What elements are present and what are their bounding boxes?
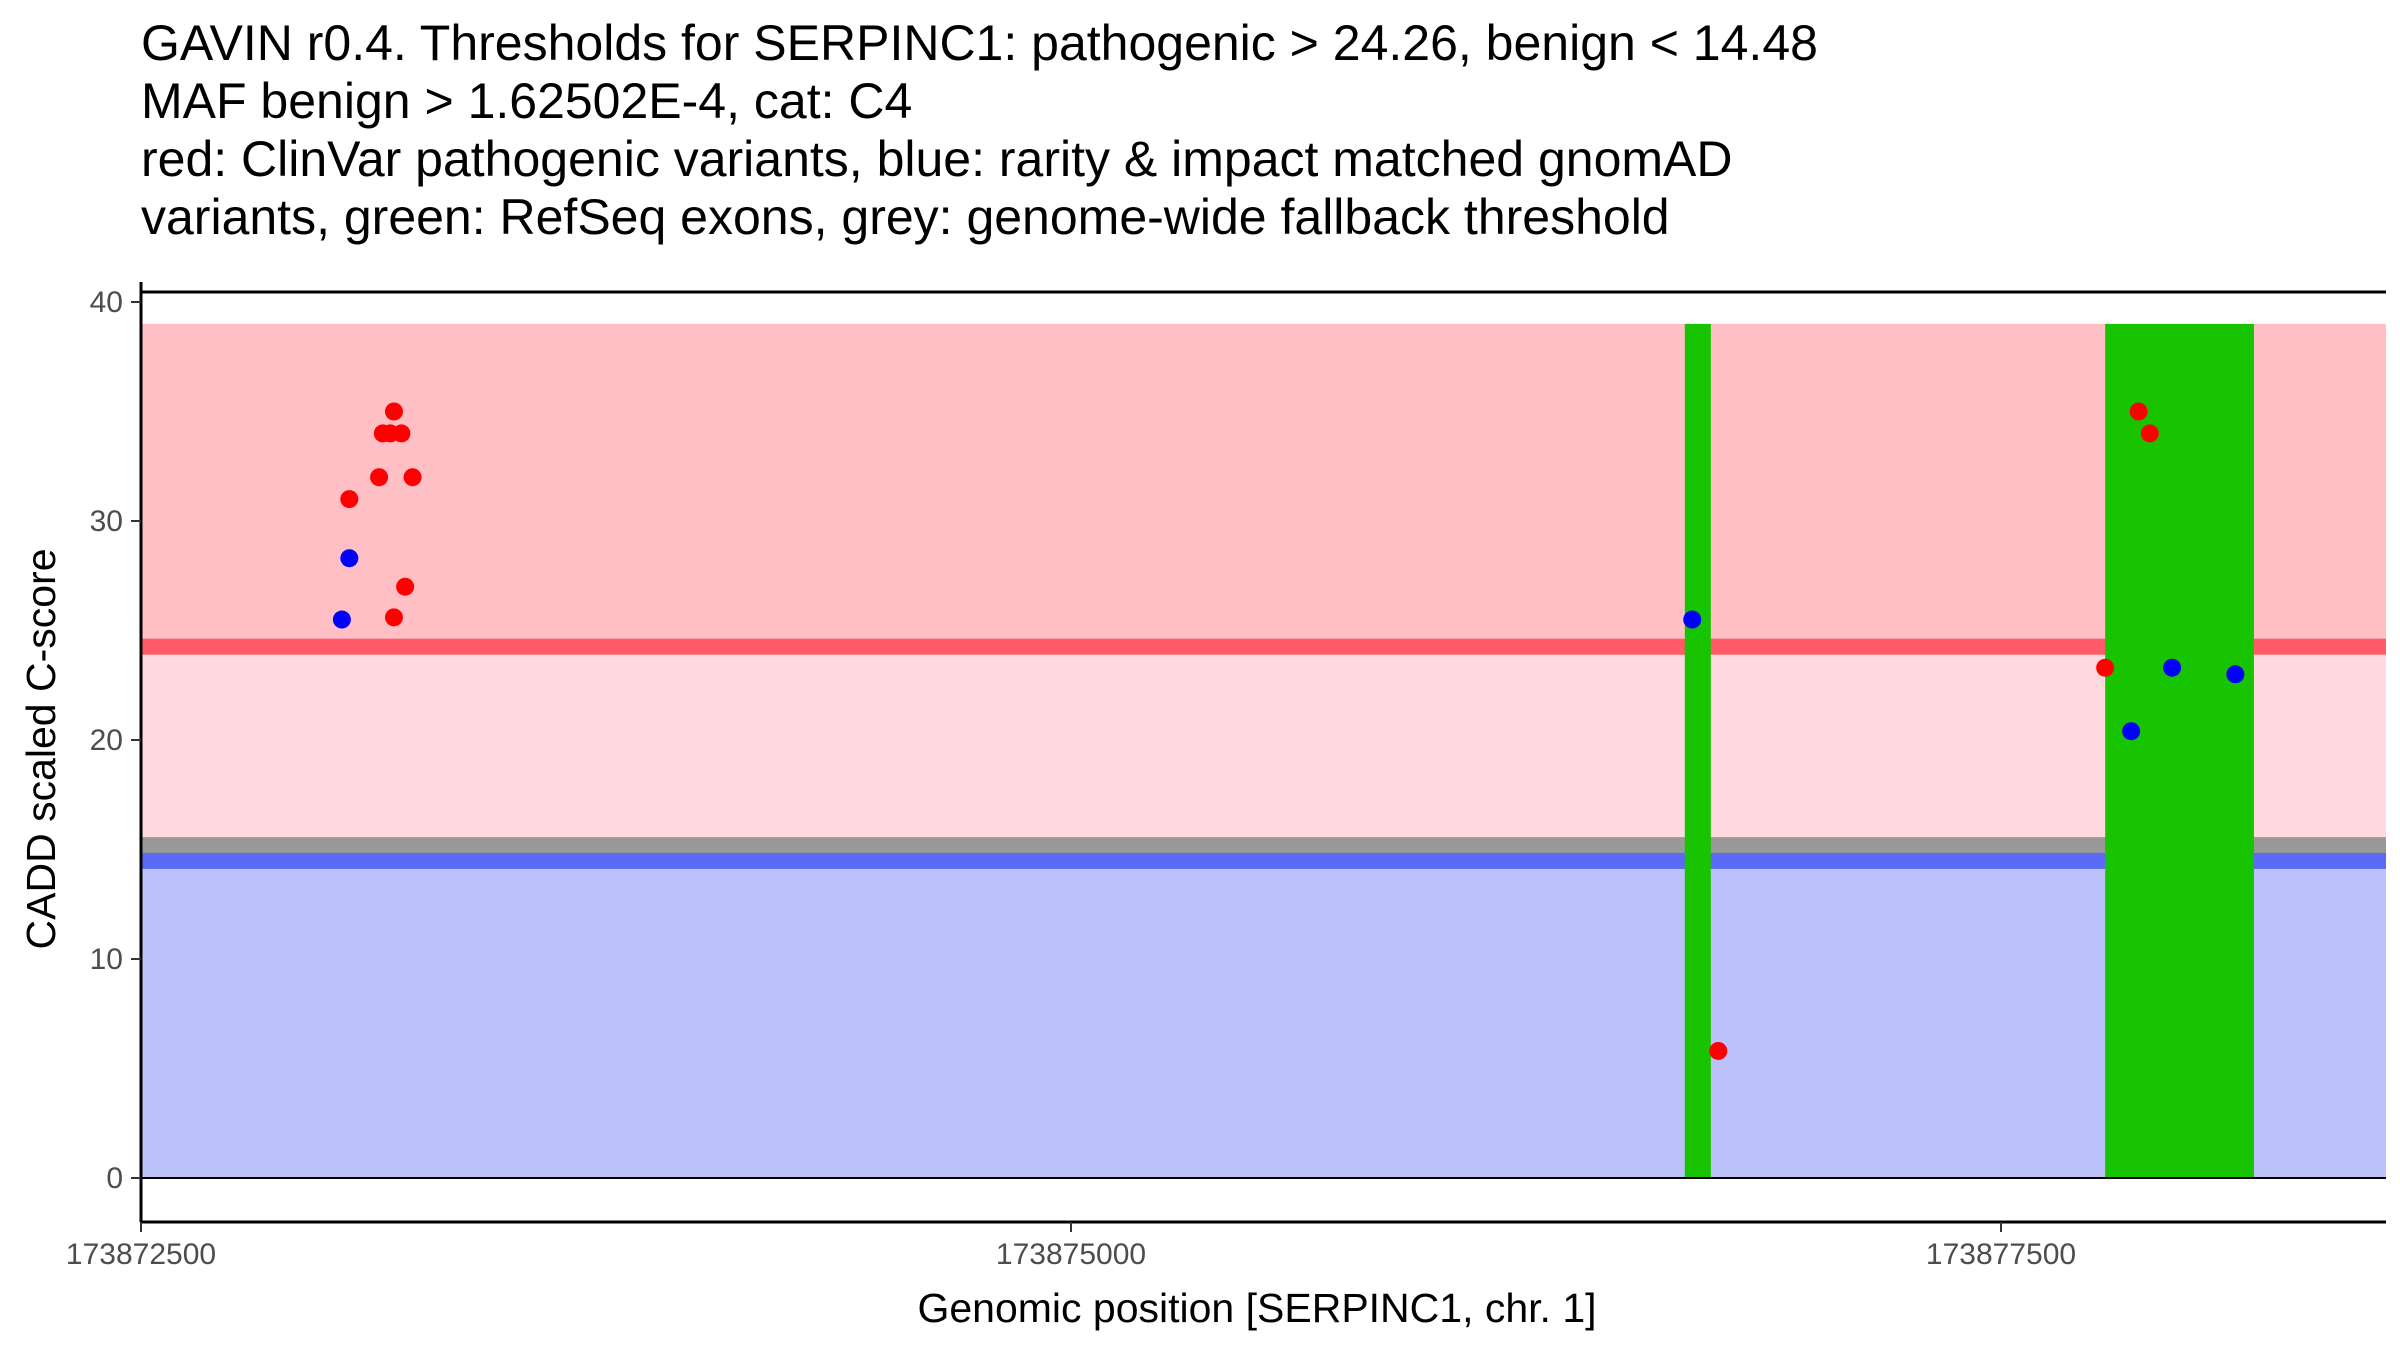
data-point-1-5 (2226, 665, 2245, 684)
data-point-0-4 (384, 402, 403, 421)
axes: 0102030401738725001738750001738775001738… (66, 282, 2386, 1271)
y-tick-label-2: 20 (90, 724, 123, 757)
x-tick-label-0: 173872500 (66, 1238, 216, 1271)
exon-band-1 (2105, 323, 2254, 1178)
region-band-1 (141, 646, 2386, 861)
data-point-0-9 (1709, 1041, 1728, 1060)
exon-band-0 (1684, 323, 1711, 1178)
data-point-1-3 (2122, 722, 2141, 741)
region-band-0 (141, 323, 2386, 647)
threshold-line-0 (141, 638, 2386, 655)
data-point-0-11 (2129, 402, 2148, 421)
threshold-line-2 (141, 852, 2386, 869)
data-point-0-5 (392, 424, 411, 443)
data-point-0-10 (2096, 658, 2115, 677)
data-point-0-1 (370, 468, 389, 487)
y-axis-title: CADD scaled C-score (18, 549, 64, 950)
x-axis-title: Genomic position [SERPINC1, chr. 1] (917, 1285, 1596, 1331)
data-point-0-8 (384, 608, 403, 627)
x-tick-label-2: 173877500 (1926, 1238, 2076, 1271)
data-point-1-1 (332, 610, 351, 629)
y-tick-label-3: 30 (90, 505, 123, 538)
y-tick-label-0: 0 (106, 1162, 123, 1195)
y-tick-label-4: 40 (90, 286, 123, 319)
data-point-0-12 (2140, 424, 2159, 443)
data-point-1-0 (340, 549, 359, 568)
threshold-line-1 (141, 837, 2386, 854)
region-band-2 (141, 860, 2386, 1178)
data-point-0-7 (396, 577, 415, 596)
data-point-1-2 (1683, 610, 1702, 629)
title-line-4: variants, green: RefSeq exons, grey: gen… (141, 189, 1670, 245)
data-point-1-4 (2163, 658, 2182, 677)
data-point-0-0 (340, 490, 359, 509)
chart-title: GAVIN r0.4. Thresholds for SERPINC1: pat… (141, 15, 1818, 245)
data-point-0-6 (403, 468, 422, 487)
y-tick-label-1: 10 (90, 943, 123, 976)
plot-area (141, 323, 2386, 1178)
title-line-3: red: ClinVar pathogenic variants, blue: … (141, 131, 1732, 187)
title-line-2: MAF benign > 1.62502E-4, cat: C4 (141, 73, 912, 129)
title-line-1: GAVIN r0.4. Thresholds for SERPINC1: pat… (141, 15, 1818, 71)
x-tick-label-1: 173875000 (996, 1238, 1146, 1271)
